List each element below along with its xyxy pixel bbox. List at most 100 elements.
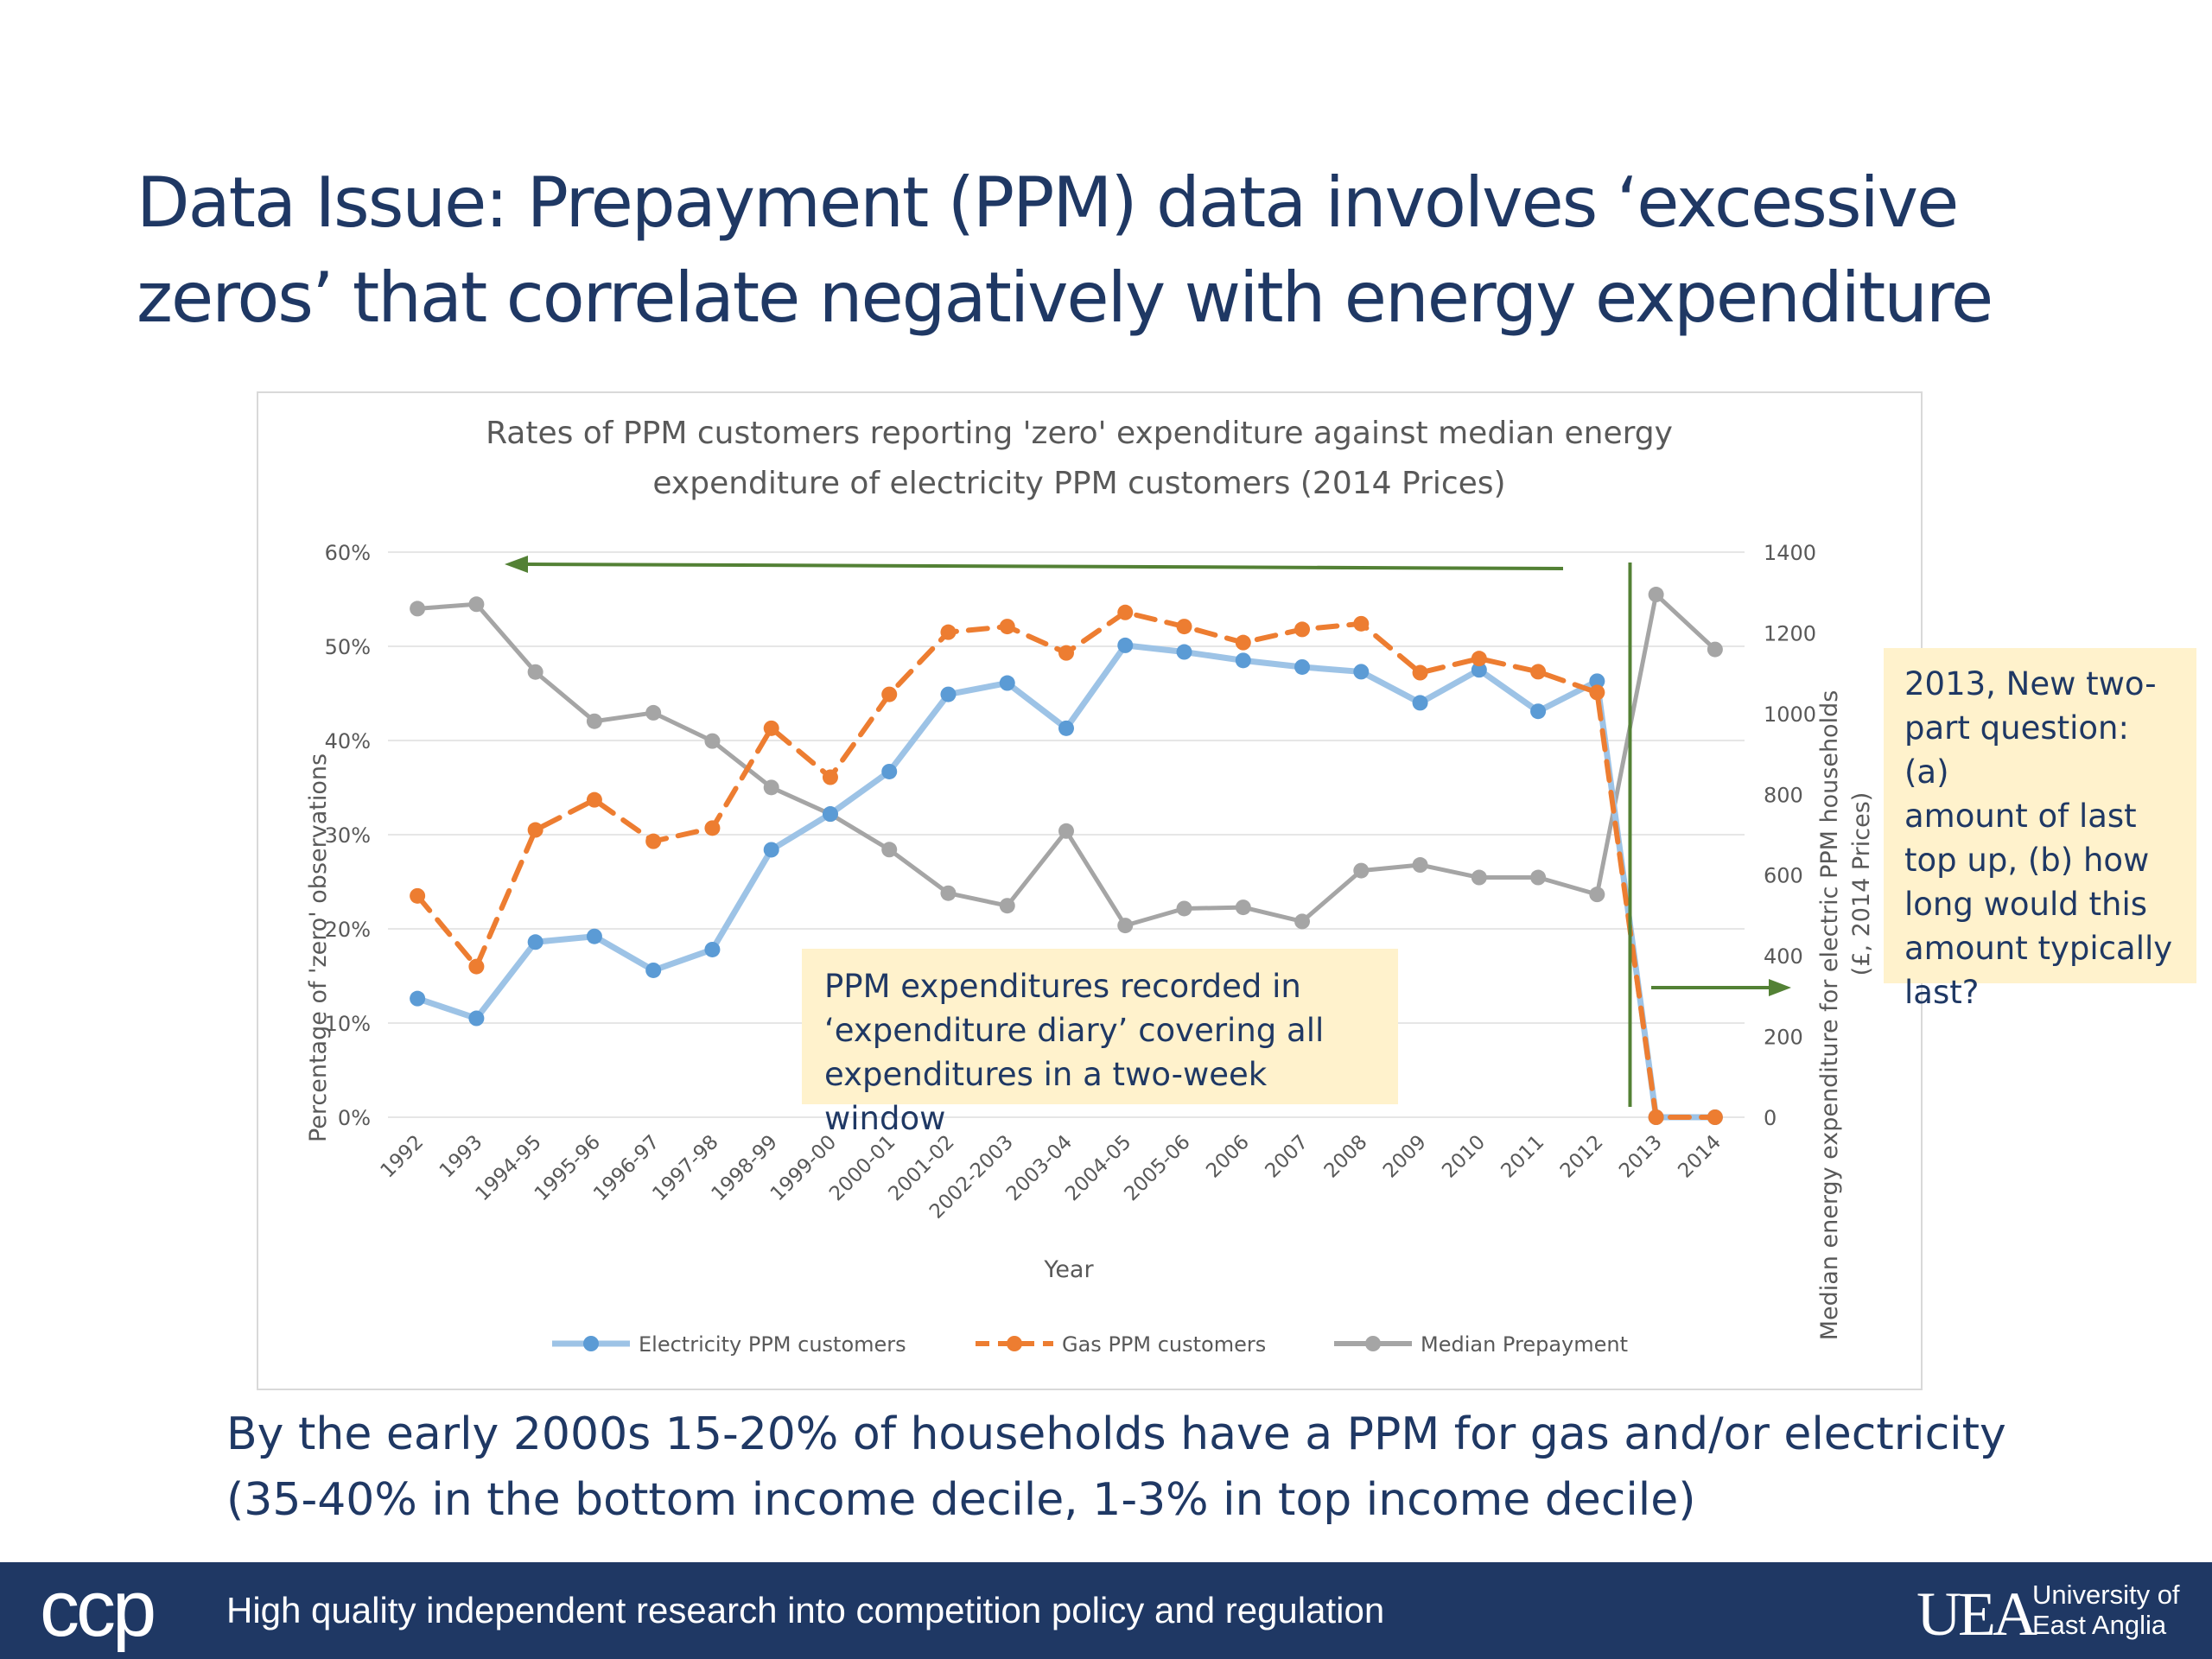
slide-title-line-1: Data Issue: Prepayment (PPM) data involv…: [137, 162, 1959, 243]
summary-text: By the early 2000s 15-20% of households …: [226, 1402, 2127, 1533]
data-point-electricity: [1471, 662, 1487, 678]
data-point-median: [1530, 869, 1547, 886]
x-tick-label: 2005-06: [1120, 1131, 1194, 1205]
y-tick-label: 40%: [325, 729, 371, 753]
data-point-median: [1117, 918, 1134, 934]
data-point-gas: [1294, 621, 1311, 638]
annotations: [505, 556, 1791, 1107]
y2-tick-label: 1000: [1764, 702, 1816, 727]
footer-bar: ccp High quality independent research in…: [0, 1562, 2212, 1659]
callout-right-line: amount typically: [1904, 930, 2173, 967]
data-point-median: [1648, 587, 1664, 603]
callout-right-line: 2013, New two-: [1904, 665, 2157, 702]
data-point-electricity: [1058, 720, 1074, 736]
y2-tick-label: 1400: [1764, 541, 1816, 565]
x-tick-label: 2014: [1674, 1131, 1726, 1183]
data-point-electricity: [1530, 703, 1547, 720]
data-point-gas: [704, 820, 721, 836]
chart-frame: Rates of PPM customers reporting 'zero' …: [257, 391, 1923, 1390]
x-tick-label: 2013: [1615, 1131, 1667, 1183]
uea-name-line-2: East Anglia: [2032, 1610, 2167, 1640]
data-point-gas: [940, 624, 957, 640]
data-point-electricity: [1235, 652, 1251, 669]
data-point-electricity: [527, 934, 543, 950]
y2-tick-label: 0: [1764, 1106, 1777, 1130]
y-tick-label: 60%: [325, 541, 371, 565]
x-tick-label: 2009: [1379, 1131, 1431, 1183]
data-point-median: [1176, 900, 1192, 917]
data-point-gas: [586, 791, 602, 808]
uea-logo-mark: UEA: [1916, 1580, 2037, 1649]
data-point-gas: [527, 822, 543, 838]
line-chart: Rates of PPM customers reporting 'zero' …: [305, 416, 1875, 1357]
data-point-median: [1353, 862, 1370, 879]
arrow-left-line: [525, 563, 1564, 570]
data-point-electricity: [763, 842, 779, 858]
x-axis-label: Year: [1043, 1256, 1094, 1283]
x-tick-label: 2011: [1497, 1131, 1549, 1183]
callout-right-line: top up, (b) how: [1904, 842, 2150, 879]
y2-tick-label: 200: [1764, 1026, 1803, 1050]
series-line-median: [415, 592, 1718, 928]
series: [410, 587, 1723, 1125]
y-axis-label: Percentage of 'zero' observations: [305, 753, 332, 1142]
data-point-electricity: [704, 941, 721, 957]
y-tick-label: 30%: [325, 823, 371, 848]
legend-marker-median: [1365, 1336, 1381, 1351]
data-point-gas: [881, 686, 898, 702]
callout-expenditure-diary: PPM expenditures recorded in ‘expenditur…: [802, 949, 1398, 1137]
x-tick-label: 2010: [1438, 1131, 1490, 1183]
summary-line-2: (35-40% in the bottom income decile, 1-3…: [226, 1474, 1696, 1526]
y2-axis-label-line-1: Median energy expenditure for electric P…: [1816, 690, 1843, 1341]
y-tick-label: 50%: [325, 635, 371, 659]
data-point-gas: [1353, 615, 1370, 632]
data-point-electricity: [468, 1010, 485, 1027]
callout-left-line: expenditures in a two-week window: [824, 1056, 1268, 1137]
data-point-median: [468, 596, 485, 613]
uea-name-line-1: University of: [2032, 1580, 2180, 1610]
data-point-electricity: [410, 990, 426, 1007]
data-point-gas: [1707, 1109, 1723, 1125]
callout-left-line: PPM expenditures recorded in: [824, 968, 1301, 1005]
data-point-gas: [1530, 664, 1547, 680]
data-point-electricity: [1589, 673, 1605, 690]
callout-right-line: amount of last: [1904, 798, 2137, 835]
data-point-median: [940, 885, 957, 901]
data-point-electricity: [999, 675, 1015, 691]
data-point-gas: [410, 887, 426, 904]
y2-tick-label: 800: [1764, 783, 1803, 807]
legend-marker-electricity: [583, 1336, 599, 1351]
footer-tagline: High quality independent research into c…: [226, 1590, 1385, 1630]
y-tick-label: 20%: [325, 918, 371, 942]
slide-title: Data Issue: Prepayment (PPM) data involv…: [137, 156, 2124, 346]
legend-label-electricity: Electricity PPM customers: [639, 1332, 906, 1357]
data-point-median: [527, 664, 543, 680]
data-point-gas: [822, 769, 838, 785]
data-point-median: [410, 601, 426, 617]
data-point-gas: [1648, 1109, 1664, 1125]
data-point-median: [763, 779, 779, 796]
data-point-median: [999, 898, 1015, 914]
legend-label-median: Median Prepayment: [1421, 1332, 1628, 1357]
y-tick-label: 0%: [338, 1106, 371, 1130]
data-point-gas: [1589, 684, 1605, 701]
arrow-right-head-icon: [1769, 979, 1791, 996]
y2-axis-ticks: 0 200 400 600 800 1000 1200 1400: [1764, 541, 1816, 1130]
y2-axis-label-line-2: (£, 2014 Prices): [1848, 792, 1875, 976]
data-point-electricity: [822, 806, 838, 823]
data-point-median: [1471, 869, 1487, 886]
y2-tick-label: 600: [1764, 864, 1803, 888]
x-tick-label: 1992: [377, 1131, 429, 1183]
data-point-median: [1707, 641, 1723, 658]
callout-right-line: long would this: [1904, 886, 2148, 923]
data-point-median: [645, 704, 662, 721]
data-point-electricity: [1353, 664, 1370, 680]
x-tick-label: 1993: [435, 1131, 487, 1183]
series-gas: [410, 604, 1723, 1125]
data-point-electricity: [940, 686, 957, 702]
data-point-gas: [645, 833, 662, 849]
callout-2013-question: 2013, New two- part question: (a) amount…: [1884, 648, 2196, 1011]
y2-tick-label: 1200: [1764, 621, 1816, 645]
uea-logo-text: University of East Anglia: [2032, 1580, 2180, 1640]
x-tick-label: 2012: [1556, 1131, 1608, 1183]
